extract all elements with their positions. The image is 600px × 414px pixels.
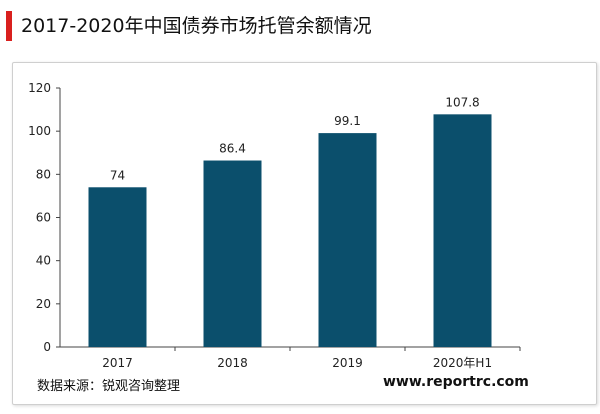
- page-title: 2017-2020年中国债券市场托管余额情况: [21, 15, 372, 37]
- data-label: 86.4: [219, 142, 246, 156]
- bar: [88, 187, 147, 347]
- y-tick-label: 80: [36, 167, 51, 181]
- y-tick-label: 0: [43, 340, 51, 354]
- x-tick-label: 2018: [217, 356, 248, 370]
- bar: [203, 160, 262, 347]
- title-accent-bar: [6, 11, 12, 41]
- data-label: 107.8: [445, 95, 479, 109]
- data-label: 99.1: [334, 114, 361, 128]
- x-tick-label: 2017: [102, 356, 133, 370]
- x-tick-label: 2019: [332, 356, 363, 370]
- y-tick-label: 60: [36, 211, 51, 225]
- y-tick-label: 120: [28, 81, 51, 95]
- y-tick-label: 40: [36, 254, 51, 268]
- source-note: 数据来源：锐观咨询整理: [37, 379, 181, 394]
- y-tick-label: 20: [36, 297, 51, 311]
- x-tick-label: 2020年H1: [433, 356, 492, 370]
- data-label: 74: [110, 168, 125, 182]
- bar: [433, 114, 492, 347]
- website-label: www.reportrc.com: [383, 374, 529, 390]
- y-tick-label: 100: [28, 124, 51, 138]
- chart-frame: [12, 62, 597, 405]
- bar: [318, 133, 377, 347]
